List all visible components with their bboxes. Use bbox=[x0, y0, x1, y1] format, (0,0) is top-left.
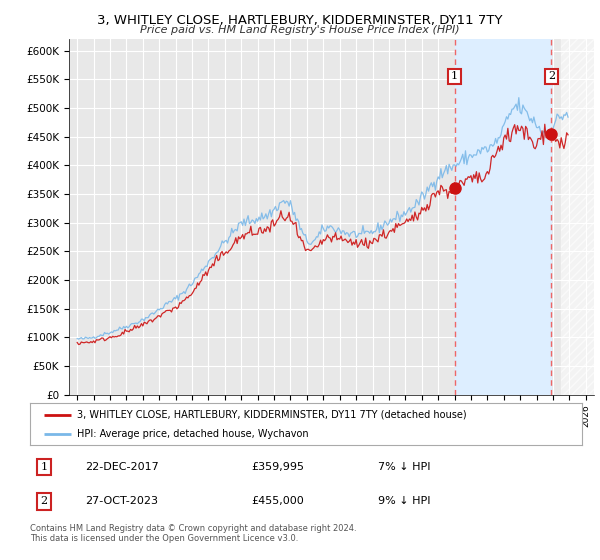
Text: 3, WHITLEY CLOSE, HARTLEBURY, KIDDERMINSTER, DY11 7TY: 3, WHITLEY CLOSE, HARTLEBURY, KIDDERMINS… bbox=[97, 14, 503, 27]
Text: 2: 2 bbox=[40, 496, 47, 506]
Text: £455,000: £455,000 bbox=[251, 496, 304, 506]
Text: 3, WHITLEY CLOSE, HARTLEBURY, KIDDERMINSTER, DY11 7TY (detached house): 3, WHITLEY CLOSE, HARTLEBURY, KIDDERMINS… bbox=[77, 409, 467, 419]
Text: 1: 1 bbox=[451, 72, 458, 82]
Text: 27-OCT-2023: 27-OCT-2023 bbox=[85, 496, 158, 506]
Bar bbox=[455, 39, 551, 395]
Text: 9% ↓ HPI: 9% ↓ HPI bbox=[378, 496, 430, 506]
Text: 2: 2 bbox=[548, 72, 555, 82]
Text: £359,995: £359,995 bbox=[251, 462, 304, 472]
Text: 1: 1 bbox=[40, 462, 47, 472]
Text: 7% ↓ HPI: 7% ↓ HPI bbox=[378, 462, 430, 472]
Bar bbox=[561, 39, 594, 395]
Text: Contains HM Land Registry data © Crown copyright and database right 2024.
This d: Contains HM Land Registry data © Crown c… bbox=[30, 524, 356, 543]
Text: Price paid vs. HM Land Registry's House Price Index (HPI): Price paid vs. HM Land Registry's House … bbox=[140, 25, 460, 35]
Bar bbox=[561, 39, 594, 395]
Text: HPI: Average price, detached house, Wychavon: HPI: Average price, detached house, Wych… bbox=[77, 429, 308, 439]
Text: 22-DEC-2017: 22-DEC-2017 bbox=[85, 462, 159, 472]
